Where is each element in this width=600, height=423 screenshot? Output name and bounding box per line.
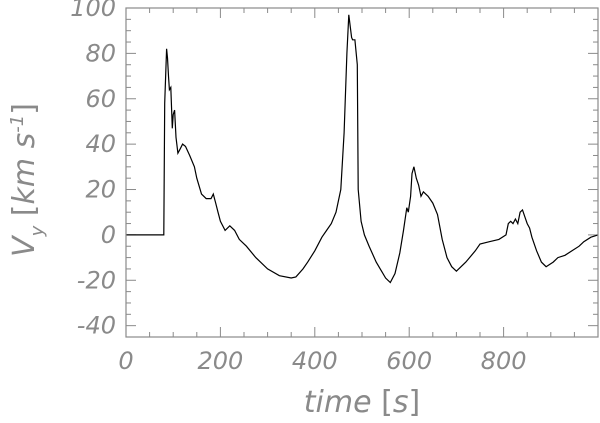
- y-axis-unit2: s: [7, 133, 42, 149]
- y-axis-sub: y: [27, 225, 48, 237]
- y-axis-close: ]: [7, 103, 42, 115]
- velocity-line: [126, 14, 599, 284]
- x-axis-unit: s: [393, 385, 409, 420]
- y-axis-var: V: [7, 234, 42, 257]
- y-tick-label: 40: [85, 130, 116, 158]
- x-tick-label: 800: [481, 347, 527, 375]
- y-tick-label: -20: [77, 266, 116, 294]
- y-axis-unit1: km: [7, 158, 42, 205]
- x-axis-var: time: [304, 385, 372, 420]
- y-tick-label: 80: [85, 39, 116, 67]
- tick-labels: 0 200 400 600 800 -40 -20 0 20 40 60 80 100: [70, 0, 526, 375]
- x-axis-close: ]: [408, 385, 420, 420]
- y-tick-label: 20: [85, 176, 116, 204]
- plot-frame: [125, 7, 599, 338]
- y-tick-label: 60: [85, 85, 116, 113]
- x-tick-label: 200: [197, 347, 243, 375]
- y-axis-exp: -1: [7, 115, 28, 133]
- y-tick-label: -40: [77, 312, 116, 340]
- x-tick-label: 0: [118, 347, 133, 375]
- x-tick-label: 600: [386, 347, 432, 375]
- y-axis-title: Vy [km s-1]: [7, 103, 48, 257]
- y-tick-label: 100: [70, 0, 116, 22]
- x-axis-open: [: [381, 385, 393, 420]
- x-tick-label: 400: [292, 347, 338, 375]
- tick-layer: [125, 7, 599, 338]
- y-axis-open: [: [7, 205, 42, 217]
- y-tick-label: 0: [101, 221, 116, 249]
- x-axis-title: time [s]: [304, 385, 420, 420]
